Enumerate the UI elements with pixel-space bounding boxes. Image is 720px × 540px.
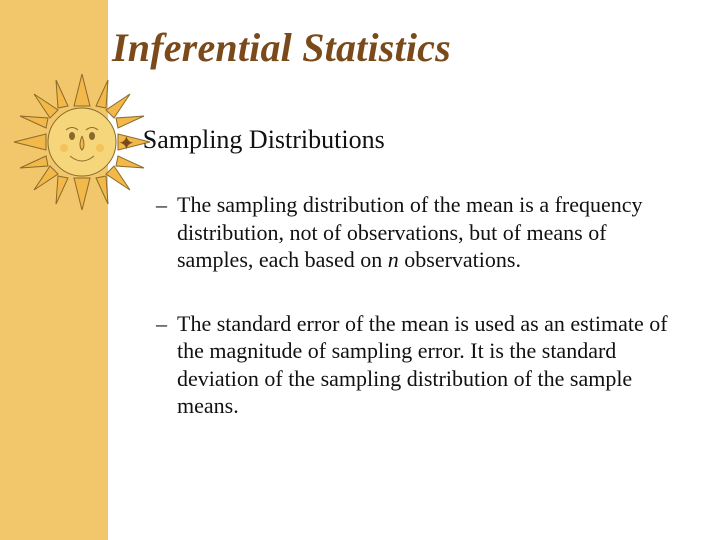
- bullet-level2: – The sampling distribution of the mean …: [156, 191, 696, 420]
- dash-bullet-icon: –: [156, 191, 167, 274]
- l2-post: observations.: [399, 247, 521, 272]
- l2-ital: n: [388, 247, 399, 272]
- content-area: Inferential Statistics ✦ Sampling Distri…: [108, 0, 720, 540]
- l2-pre: The standard error of the mean is used a…: [177, 311, 668, 419]
- fleur-bullet-icon: ✦: [118, 134, 135, 154]
- slide-title: Inferential Statistics: [112, 24, 696, 71]
- dash-bullet-icon: –: [156, 310, 167, 420]
- l2-text-0: The sampling distribution of the mean is…: [177, 191, 676, 274]
- list-item: – The sampling distribution of the mean …: [156, 191, 676, 274]
- list-item: – The standard error of the mean is used…: [156, 310, 676, 420]
- bullet-level1: ✦ Sampling Distributions: [118, 125, 696, 155]
- l2-text-1: The standard error of the mean is used a…: [177, 310, 676, 420]
- l1-text: Sampling Distributions: [143, 125, 385, 155]
- list-item: ✦ Sampling Distributions: [118, 125, 696, 155]
